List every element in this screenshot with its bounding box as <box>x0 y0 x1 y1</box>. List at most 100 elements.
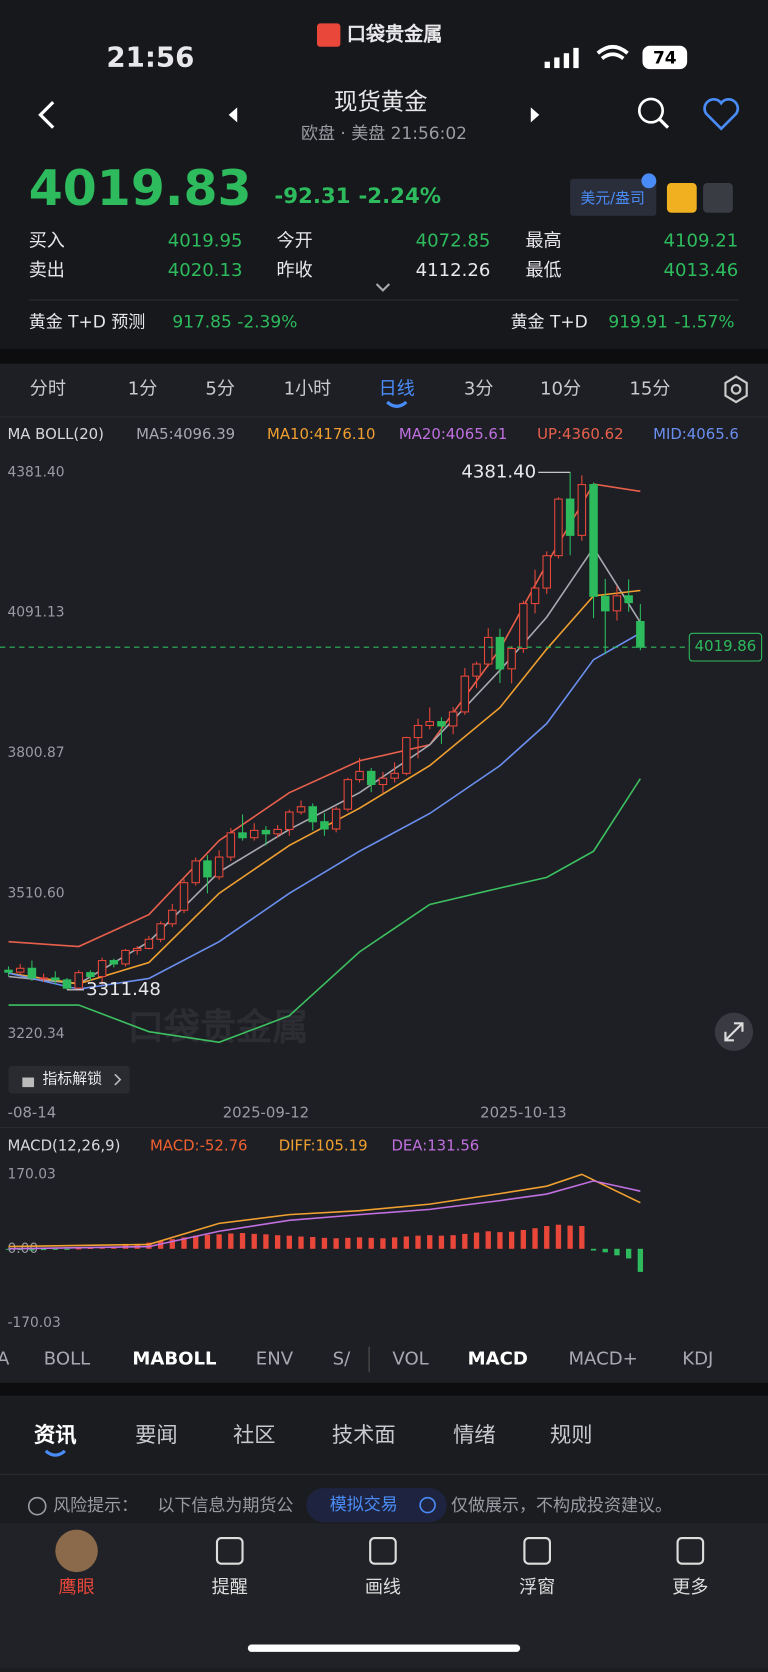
indicator-tab[interactable]: MABOLL <box>132 1348 217 1369</box>
title: 现货黄金 <box>334 88 428 116</box>
news-tab[interactable]: 规则 <box>550 1423 593 1448</box>
candle-body <box>226 832 236 858</box>
macd-bar <box>228 1233 234 1249</box>
macd-bar <box>345 1237 351 1249</box>
macd-bar <box>427 1235 433 1249</box>
candle-body <box>612 595 622 612</box>
unit: 美元/盎司 <box>580 189 645 207</box>
candle-body <box>179 882 189 911</box>
timeframe[interactable]: 10分 <box>540 378 581 399</box>
candle-body <box>589 484 598 597</box>
risk-text: 仅做展示，不构成投资建议。 <box>451 1496 672 1516</box>
next[interactable] <box>530 107 540 123</box>
nav-label[interactable]: 更多 <box>672 1577 708 1598</box>
candle-body <box>74 972 83 989</box>
nav-label[interactable]: 浮窗 <box>519 1577 555 1598</box>
news-tab[interactable]: 技术面 <box>332 1423 396 1448</box>
macd-bar <box>485 1231 491 1249</box>
macd-bar <box>286 1235 292 1249</box>
sim-trade-icon <box>419 1496 436 1514</box>
prev[interactable] <box>228 107 238 123</box>
price: 4019.83 <box>29 160 252 217</box>
news-tab[interactable]: 情绪 <box>453 1423 496 1448</box>
timeframe[interactable]: 1分 <box>128 378 158 399</box>
indicator-tab[interactable]: A <box>0 1348 10 1369</box>
settings[interactable] <box>724 375 748 404</box>
unit-button[interactable] <box>570 178 657 216</box>
y-tick-label: -170.03 <box>7 1315 60 1331</box>
macd-bar <box>438 1235 445 1249</box>
x-tick-label: 2025-09-12 <box>223 1104 309 1122</box>
indicator-tab[interactable]: ENV <box>256 1348 294 1369</box>
subtitle: 欧盘 · 美盘 21:56:02 <box>301 124 467 144</box>
macd-bar <box>473 1232 480 1249</box>
risk-label: 风险提示： <box>53 1496 138 1516</box>
related-price: 917.85 <box>172 312 231 332</box>
y-tick-label: 4091.13 <box>7 605 64 621</box>
legend-entry: MA BOLL(20) <box>7 425 104 443</box>
candle-body <box>308 806 317 823</box>
timeframe[interactable]: 3分 <box>464 378 494 399</box>
macd-bar <box>520 1229 526 1249</box>
macd-bar <box>532 1228 538 1249</box>
nav-label[interactable]: 鹰眼 <box>59 1577 95 1598</box>
candle-body <box>507 648 516 670</box>
last-price: 4019.86 <box>695 637 757 655</box>
macd-bar <box>17 1248 23 1251</box>
macd-bar <box>64 1248 70 1250</box>
battery <box>642 45 688 70</box>
timeframe[interactable]: 日线 <box>379 378 415 399</box>
lock-button[interactable] <box>8 1065 130 1094</box>
macd-bar <box>333 1238 339 1249</box>
candle-body <box>203 860 212 878</box>
candle-body <box>542 555 551 589</box>
macd-line <box>8 1173 641 1248</box>
nav-label[interactable]: 画线 <box>365 1577 401 1598</box>
macd-bar <box>29 1248 35 1251</box>
indicator-line <box>8 589 641 985</box>
legend-entry: DEA:131.56 <box>391 1137 479 1155</box>
y-tick-label: 3510.60 <box>7 886 64 902</box>
indicator-tab[interactable]: KDJ <box>682 1348 713 1369</box>
candle-body <box>285 811 294 830</box>
macd-bar <box>555 1224 562 1249</box>
macd-bar <box>239 1233 246 1249</box>
stat-label: 最高 <box>525 230 561 251</box>
search[interactable] <box>637 97 665 124</box>
timeframe[interactable]: 1小时 <box>284 378 332 399</box>
indicator-tab[interactable]: S/ <box>333 1348 351 1369</box>
timeframe[interactable]: 5分 <box>205 378 235 399</box>
macd-bar <box>146 1242 152 1249</box>
nav-label[interactable]: 提醒 <box>212 1577 248 1598</box>
timeframe[interactable]: 15分 <box>629 378 670 399</box>
news-tab[interactable]: 要闻 <box>135 1423 178 1448</box>
indicator-tab[interactable]: MACD <box>468 1348 528 1369</box>
macd-bar <box>590 1248 597 1251</box>
timeframe[interactable]: 分时 <box>30 378 66 399</box>
macd-bar <box>567 1225 573 1249</box>
macd-bar <box>99 1247 105 1249</box>
swap-icon <box>641 173 657 189</box>
indicator-tab[interactable]: MACD+ <box>568 1348 637 1369</box>
tool-icon[interactable] <box>703 182 733 213</box>
back[interactable] <box>38 100 55 129</box>
macd-bar <box>637 1248 644 1272</box>
percent: -2.24% <box>358 184 441 209</box>
news-tab[interactable]: 社区 <box>233 1423 276 1448</box>
battery-level: 74 <box>653 49 677 69</box>
sim-trade[interactable] <box>306 1488 447 1523</box>
macd-bar <box>462 1233 468 1249</box>
expand[interactable] <box>375 283 391 292</box>
related-change: -1.57% <box>674 312 734 332</box>
candle-body <box>448 711 458 727</box>
indicator-tab[interactable]: BOLL <box>44 1348 90 1369</box>
macd-bar <box>263 1234 269 1249</box>
home-indicator <box>247 1644 521 1652</box>
favorite[interactable] <box>703 98 740 131</box>
macd-bar <box>321 1237 328 1249</box>
tool-icon[interactable] <box>666 182 697 213</box>
indicator-tab[interactable]: VOL <box>392 1348 428 1369</box>
candle-body <box>51 977 60 981</box>
last-price-box <box>688 632 763 662</box>
news-tab[interactable]: 资讯 <box>34 1423 77 1448</box>
